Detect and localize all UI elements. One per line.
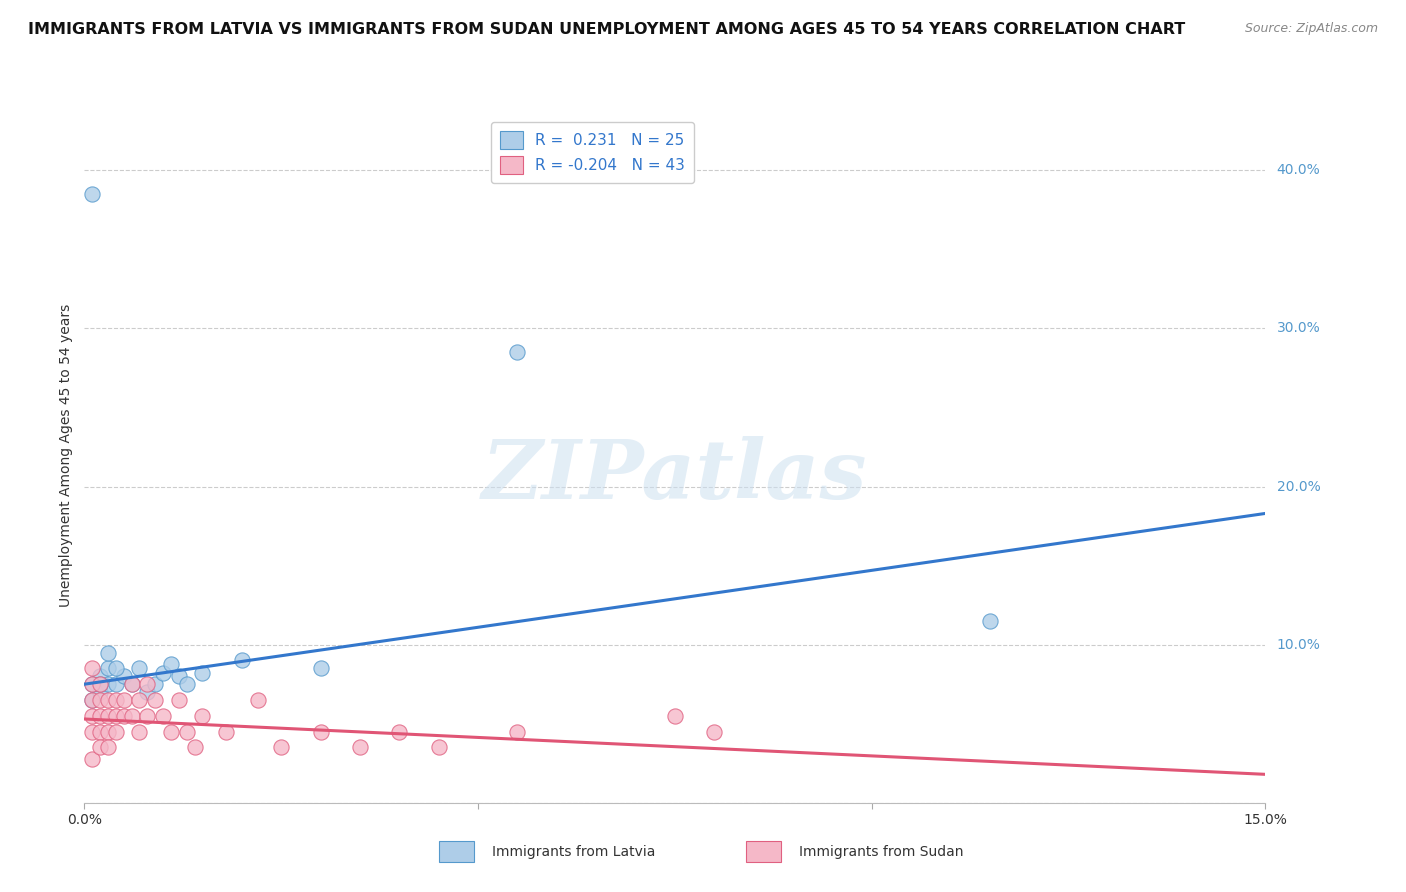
Point	[89, 669, 111, 683]
Point	[89, 685, 111, 699]
Point	[664, 708, 686, 723]
Text: 30.0%: 30.0%	[1277, 321, 1320, 335]
Point	[136, 708, 159, 723]
Point	[215, 724, 238, 739]
Text: 40.0%: 40.0%	[1277, 163, 1320, 178]
Point	[121, 677, 143, 691]
Point	[104, 708, 127, 723]
Point	[128, 661, 150, 675]
FancyBboxPatch shape	[439, 841, 474, 862]
Y-axis label: Unemployment Among Ages 45 to 54 years: Unemployment Among Ages 45 to 54 years	[59, 303, 73, 607]
Text: 10.0%: 10.0%	[1277, 638, 1320, 652]
Point	[104, 677, 127, 691]
Point	[82, 677, 104, 691]
Legend: R =  0.231   N = 25, R = -0.204   N = 43: R = 0.231 N = 25, R = -0.204 N = 43	[491, 121, 695, 184]
Point	[82, 693, 104, 707]
Point	[160, 657, 183, 671]
Point	[506, 345, 529, 359]
Point	[82, 724, 104, 739]
Point	[97, 661, 120, 675]
Text: 20.0%: 20.0%	[1277, 480, 1320, 493]
Point	[121, 677, 143, 691]
Point	[309, 661, 332, 675]
Point	[152, 666, 174, 681]
Point	[89, 677, 111, 691]
Text: Source: ZipAtlas.com: Source: ZipAtlas.com	[1244, 22, 1378, 36]
Point	[176, 677, 198, 691]
Point	[82, 708, 104, 723]
Point	[143, 677, 166, 691]
Point	[82, 693, 104, 707]
Point	[143, 693, 166, 707]
Point	[979, 614, 1001, 628]
Point	[97, 740, 120, 755]
Point	[309, 724, 332, 739]
Point	[121, 708, 143, 723]
Point	[191, 666, 214, 681]
Point	[128, 724, 150, 739]
Point	[388, 724, 411, 739]
Point	[160, 724, 183, 739]
Point	[82, 751, 104, 765]
Point	[176, 724, 198, 739]
Text: ZIPatlas: ZIPatlas	[482, 436, 868, 516]
Point	[104, 693, 127, 707]
Point	[82, 661, 104, 675]
Point	[136, 685, 159, 699]
Point	[506, 724, 529, 739]
Point	[97, 677, 120, 691]
Point	[349, 740, 371, 755]
Point	[191, 708, 214, 723]
Point	[703, 724, 725, 739]
Point	[128, 693, 150, 707]
Point	[104, 661, 127, 675]
Point	[97, 646, 120, 660]
Point	[104, 724, 127, 739]
Point	[231, 653, 253, 667]
Point	[246, 693, 269, 707]
Point	[167, 669, 190, 683]
Point	[183, 740, 205, 755]
Point	[136, 677, 159, 691]
Point	[152, 708, 174, 723]
Text: Immigrants from Latvia: Immigrants from Latvia	[492, 845, 655, 858]
Point	[97, 693, 120, 707]
Point	[97, 724, 120, 739]
Point	[167, 693, 190, 707]
Point	[89, 693, 111, 707]
Point	[112, 669, 135, 683]
Point	[89, 724, 111, 739]
Point	[112, 708, 135, 723]
Point	[89, 677, 111, 691]
FancyBboxPatch shape	[745, 841, 782, 862]
Point	[89, 740, 111, 755]
Text: Immigrants from Sudan: Immigrants from Sudan	[799, 845, 963, 858]
Point	[270, 740, 292, 755]
Point	[97, 708, 120, 723]
Point	[82, 186, 104, 201]
Point	[89, 708, 111, 723]
Point	[112, 693, 135, 707]
Text: IMMIGRANTS FROM LATVIA VS IMMIGRANTS FROM SUDAN UNEMPLOYMENT AMONG AGES 45 TO 54: IMMIGRANTS FROM LATVIA VS IMMIGRANTS FRO…	[28, 22, 1185, 37]
Point	[427, 740, 450, 755]
Point	[82, 677, 104, 691]
